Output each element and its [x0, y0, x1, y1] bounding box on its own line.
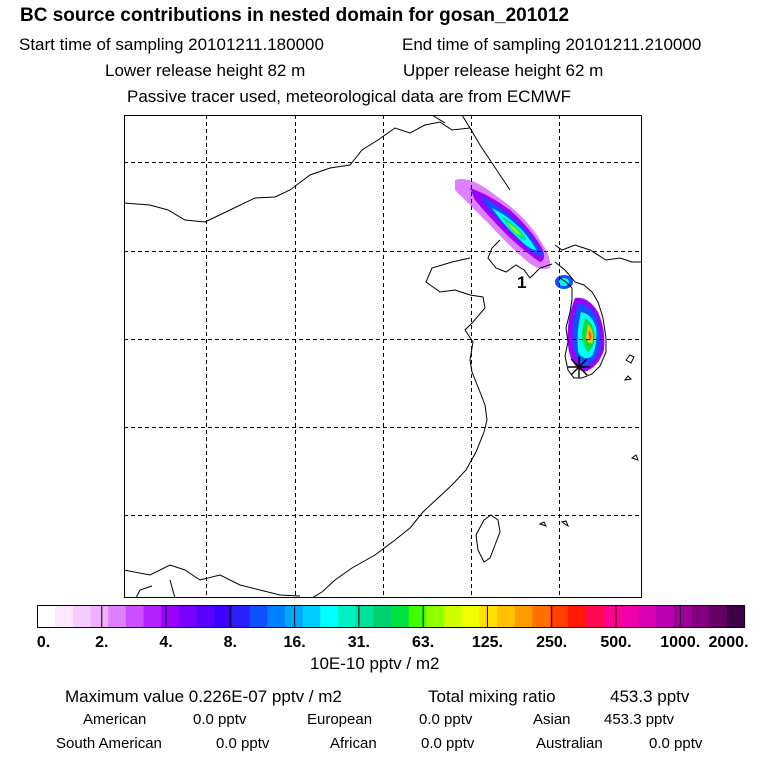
colorbar-cell [302, 605, 321, 628]
source-asian-value: 453.3 pptv [604, 711, 675, 728]
colorbar-tick-label: 16. [283, 634, 306, 651]
colorbar-cell [143, 605, 162, 628]
colorbar-tick-label: 0. [36, 634, 51, 651]
colorbar-tick-label: 8. [223, 634, 237, 651]
colorbar-cell [726, 605, 746, 628]
colorbar-cell [497, 605, 516, 628]
start-time-label: Start time of sampling 20101211.180000 [19, 35, 324, 54]
colorbar-tick-label: 2. [95, 634, 109, 651]
map-frame [124, 115, 642, 598]
colorbar-cell [567, 605, 587, 628]
colorbar-cell [479, 605, 498, 628]
colorbar-cell [267, 605, 286, 628]
colorbar-cell [408, 605, 427, 628]
receptor-asterisk-icon [568, 356, 590, 378]
source-african-value: 0.0 pptv [421, 735, 475, 752]
colorbar-cell [514, 605, 533, 628]
source-european-value: 0.0 pptv [419, 711, 473, 728]
colorbar-cell [37, 605, 56, 628]
colorbar-cell [638, 605, 657, 628]
source-american-value: 0.0 pptv [193, 711, 247, 728]
colorbar-unit: 10E-10 pptv / m2 [310, 654, 440, 673]
colorbar-cell [90, 605, 109, 628]
colorbar-tick-label: 63. [412, 634, 435, 651]
end-time-label: End time of sampling 20101211.210000 [402, 35, 702, 54]
colorbar-cell [161, 605, 180, 628]
colorbar-cell [320, 605, 339, 628]
colorbar-cell [709, 605, 728, 628]
source-south-american-name: South American [56, 735, 162, 752]
colorbar-cell [55, 605, 74, 628]
colorbar-cell [231, 605, 251, 628]
colorbar-cell [125, 605, 145, 628]
colorbar-cell [585, 605, 604, 628]
colorbar-tick-label: 250. [536, 634, 568, 651]
colorbar-cell [426, 605, 445, 628]
colorbar [37, 605, 746, 628]
colorbar-cell [603, 605, 622, 628]
total-mixing-value: 453.3 pptv [610, 687, 690, 706]
colorbar-cell [196, 605, 215, 628]
source-african-name: African [330, 735, 377, 752]
cluster-label: 1 [517, 273, 526, 292]
colorbar-cell [691, 605, 710, 628]
colorbar-tick-label: 1000. [660, 634, 701, 651]
colorbar-cell [214, 605, 233, 628]
source-australian-name: Australian [536, 735, 603, 752]
colorbar-tick-label: 125. [471, 634, 503, 651]
plume-korea [567, 297, 605, 372]
colorbar-tick-label: 2000. [708, 634, 749, 651]
colorbar-tick-label: 500. [600, 634, 632, 651]
source-american-name: American [83, 711, 147, 728]
lat-lon-grid [124, 115, 642, 598]
colorbar-cell [355, 605, 374, 628]
colorbar-cell [444, 605, 463, 628]
figure-title: BC source contributions in nested domain… [20, 5, 570, 26]
colorbar-tick-label: 4. [159, 634, 173, 651]
source-australian-value: 0.0 pptv [649, 735, 703, 752]
colorbar-cell [108, 605, 127, 628]
colorbar-cell [337, 605, 357, 628]
source-asian-name: Asian [533, 711, 571, 728]
upper-release-label: Upper release height 62 m [403, 61, 604, 80]
tracer-note: Passive tracer used, meteorological data… [127, 87, 572, 106]
colorbar-cell [249, 605, 268, 628]
colorbar-frame [37, 605, 745, 628]
colorbar-tick-label: 31. [347, 634, 370, 651]
colorbar-cell [284, 605, 304, 628]
colorbar-cell [532, 605, 551, 628]
plume-north [455, 179, 551, 270]
colorbar-cell [373, 605, 392, 628]
coastlines [124, 115, 642, 598]
colorbar-cell [391, 605, 410, 628]
total-mixing-label: Total mixing ratio [428, 687, 556, 706]
colorbar-cell [656, 605, 675, 628]
lower-release-label: Lower release height 82 m [105, 61, 306, 80]
source-south-american-value: 0.0 pptv [216, 735, 270, 752]
max-value-label: Maximum value 0.226E-07 pptv / m2 [65, 687, 342, 706]
colorbar-cell [72, 605, 92, 628]
colorbar-cell [673, 605, 693, 628]
colorbar-cell [550, 605, 569, 628]
colorbar-cell [461, 605, 480, 628]
source-european-name: European [307, 711, 373, 728]
colorbar-cell [620, 605, 640, 628]
colorbar-cell [178, 605, 198, 628]
